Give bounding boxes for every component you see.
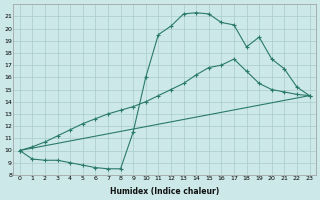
X-axis label: Humidex (Indice chaleur): Humidex (Indice chaleur) xyxy=(110,187,219,196)
